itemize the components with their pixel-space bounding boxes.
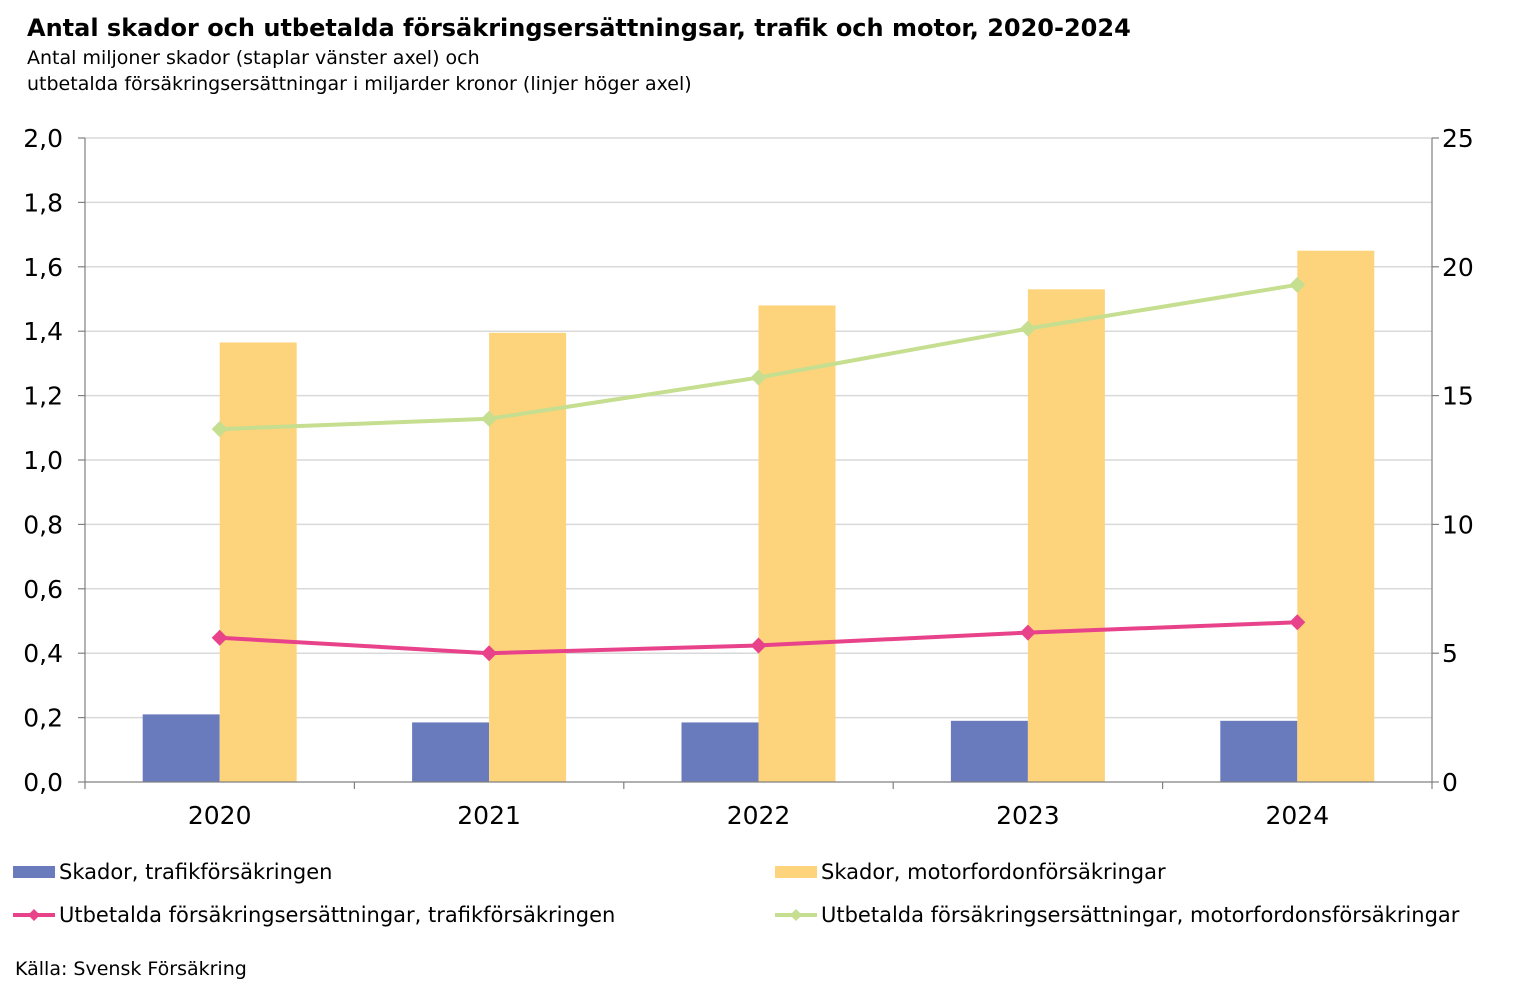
- bar-motor: [758, 305, 836, 782]
- legend-item-skador-motor: Skador, motorfordonförsäkringar: [775, 860, 1166, 884]
- left-axis-tick-label: 0,2: [23, 704, 63, 733]
- x-axis-tick-label: 2020: [188, 801, 252, 830]
- x-axis-tick-label: 2024: [1265, 801, 1329, 830]
- series-point-trafik: [1019, 624, 1036, 641]
- series-point-motor: [1289, 276, 1306, 293]
- series-point-motor: [481, 410, 498, 427]
- bar-trafik: [681, 722, 759, 782]
- legend-item-utbetalda-trafik: Utbetalda försäkringsersättningar, trafi…: [13, 903, 615, 927]
- source-note: Källa: Svensk Försäkring: [15, 958, 247, 980]
- bar-trafik: [412, 722, 490, 782]
- series-point-trafik: [211, 629, 228, 646]
- series-point-motor: [211, 421, 228, 438]
- left-axis-tick-label: 1,4: [23, 317, 63, 346]
- legend-label: Skador, trafikförsäkringen: [59, 860, 333, 884]
- series-point-motor: [1019, 320, 1036, 337]
- legend-label: Utbetalda försäkringsersättningar, trafi…: [59, 903, 616, 927]
- left-axis-tick-label: 0,0: [23, 768, 63, 797]
- chart-subtitle-line-1: Antal miljoner skador (staplar vänster a…: [27, 47, 480, 69]
- right-axis-tick-label: 15: [1442, 382, 1474, 411]
- series-point-trafik: [750, 637, 767, 654]
- legend-label: Utbetalda försäkringsersättningar, motor…: [821, 903, 1460, 927]
- bar-trafik: [950, 720, 1028, 782]
- left-axis-tick-label: 0,4: [23, 639, 63, 668]
- legend-item-skador-trafik: Skador, trafikförsäkringen: [13, 860, 332, 884]
- legend-swatch-bar-yellow: [775, 866, 817, 878]
- series-point-trafik: [481, 645, 498, 662]
- right-axis-tick-label: 10: [1442, 510, 1474, 539]
- bars: [142, 250, 1375, 782]
- legend-swatch-line-pink: [13, 909, 55, 921]
- series-lines: [211, 276, 1306, 662]
- legend-label: Skador, motorfordonförsäkringar: [821, 860, 1166, 884]
- legend-item-utbetalda-motor: Utbetalda försäkringsersättningar, motor…: [775, 903, 1459, 927]
- chart-subtitle-line-2: utbetalda försäkringsersättningar i milj…: [27, 73, 692, 95]
- axis-labels: 0,0 0,2 0,4 0,6 0,8 1,0 1,2 1,4 1,6 1,8 2,0 0 5 10 15 2…: [23, 124, 1474, 830]
- legend-swatch-bar-blue: [13, 866, 55, 878]
- axes: [78, 137, 1439, 789]
- left-axis-tick-label: 1,2: [23, 382, 63, 411]
- x-axis-tick-label: 2022: [727, 801, 791, 830]
- bar-motor: [1297, 250, 1375, 782]
- left-axis-tick-label: 1,6: [23, 253, 63, 282]
- x-axis-tick-label: 2023: [996, 801, 1060, 830]
- series-point-trafik: [1289, 614, 1306, 631]
- left-axis-tick-label: 0,8: [23, 510, 63, 539]
- bar-trafik: [1220, 720, 1298, 782]
- right-axis-tick-label: 0: [1442, 768, 1458, 797]
- left-axis-tick-label: 0,6: [23, 575, 63, 604]
- bar-motor: [219, 342, 297, 782]
- left-axis-tick-label: 1,0: [23, 446, 63, 475]
- left-axis-tick-label: 1,8: [23, 188, 63, 217]
- legend-swatch-line-green: [775, 909, 817, 921]
- right-axis-tick-label: 20: [1442, 253, 1474, 282]
- bar-motor: [489, 332, 567, 782]
- bar-motor: [1027, 289, 1105, 782]
- right-axis-tick-label: 5: [1442, 639, 1458, 668]
- right-axis-tick-label: 25: [1442, 124, 1474, 153]
- x-axis-tick-label: 2021: [457, 801, 521, 830]
- chart-title: Antal skador och utbetalda försäkringser…: [27, 14, 1131, 42]
- combo-chart: 0,0 0,2 0,4 0,6 0,8 1,0 1,2 1,4 1,6 1,8 2,0 0 5 10 15 2…: [23, 124, 1474, 830]
- left-axis-tick-label: 2,0: [23, 124, 63, 153]
- series-point-motor: [750, 369, 767, 386]
- bar-trafik: [142, 714, 220, 782]
